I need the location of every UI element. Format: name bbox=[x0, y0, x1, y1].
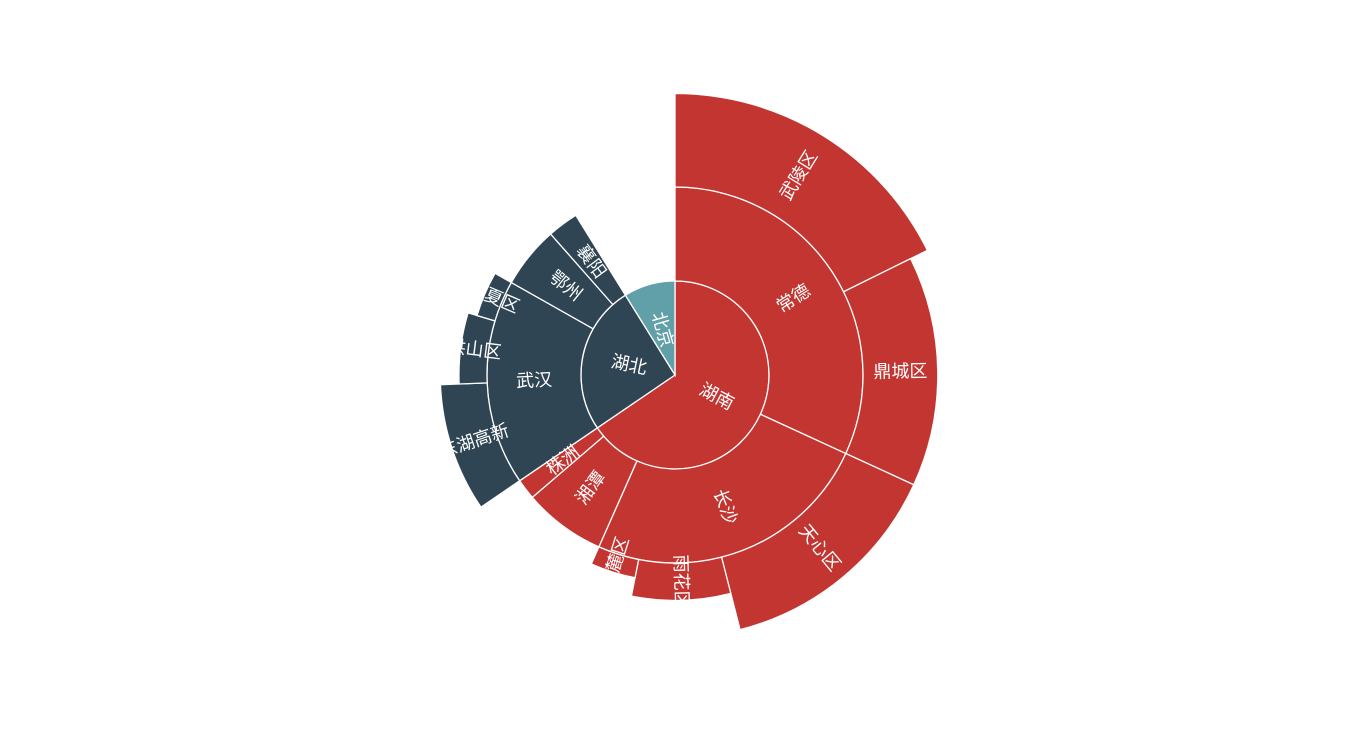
sunburst-segment[interactable] bbox=[674, 92, 929, 293]
segment-label: 雨花区 bbox=[670, 554, 692, 609]
sunburst-segment[interactable] bbox=[720, 452, 915, 631]
sunburst-segment[interactable] bbox=[624, 280, 676, 378]
segment-label: 鼎城区 bbox=[873, 361, 927, 383]
segment-label: 武汉 bbox=[516, 370, 553, 392]
